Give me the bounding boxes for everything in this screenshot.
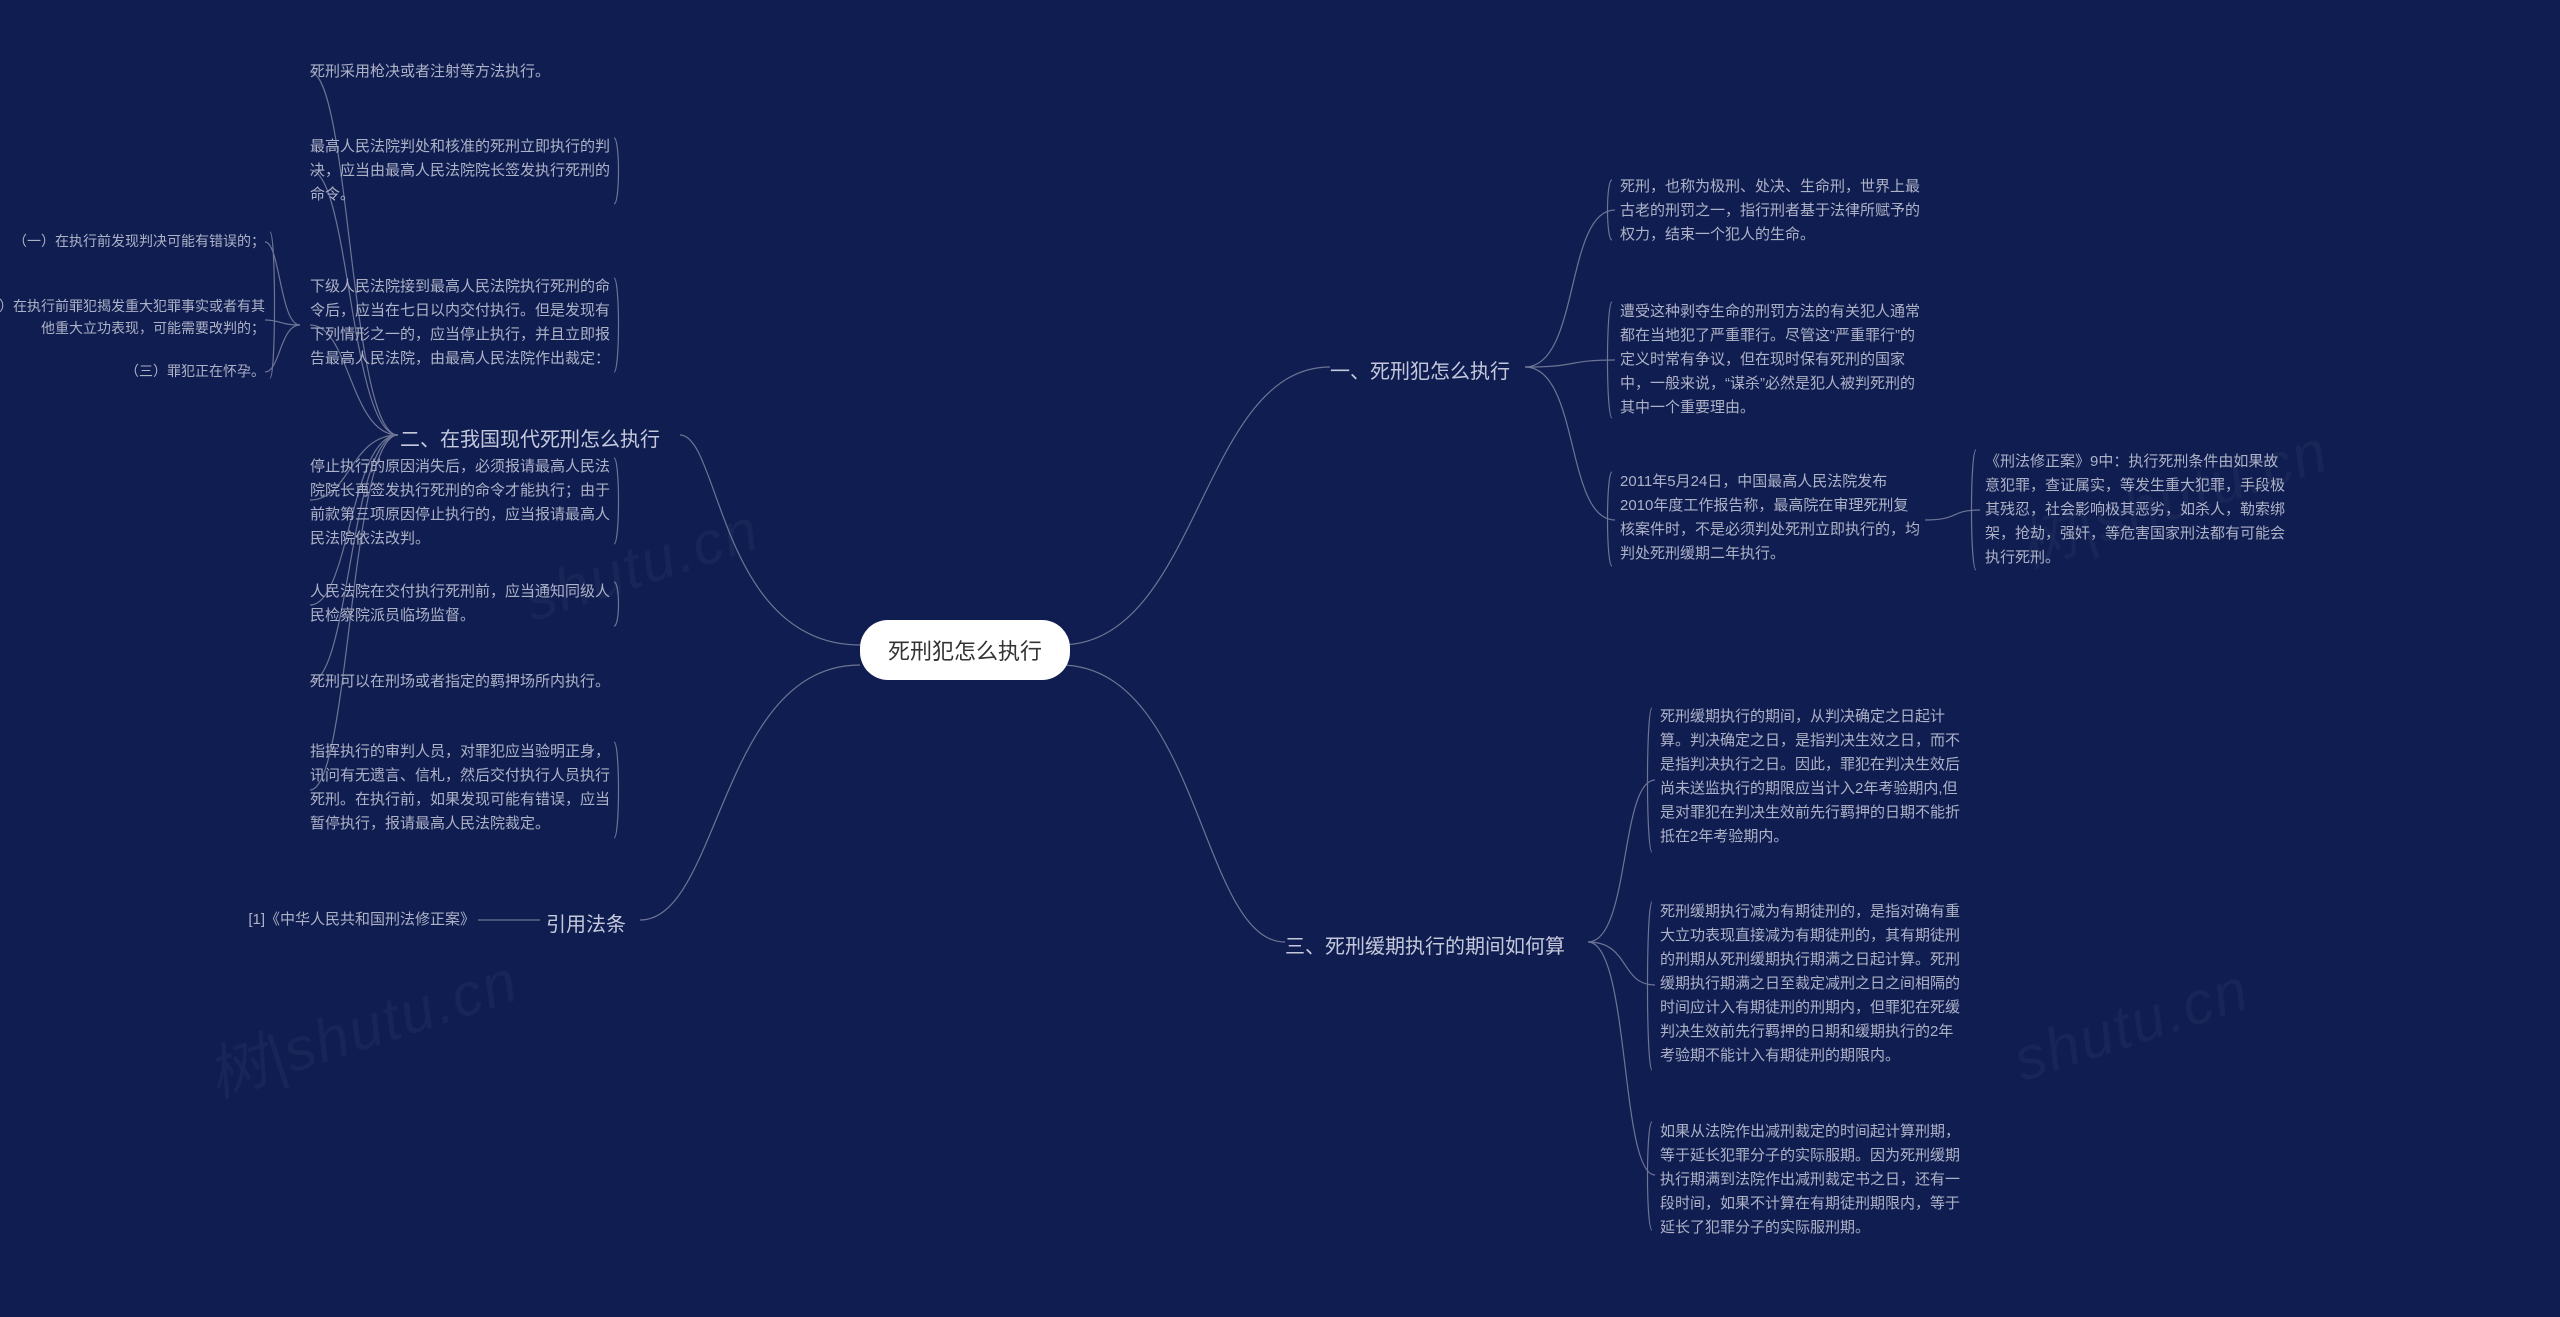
leaf-l1c2: （二）在执行前罪犯揭发重大犯罪事实或者有其他重大立功表现，可能需要改判的； (0, 295, 265, 340)
leaf-l1c: 下级人民法院接到最高人民法院执行死刑的命令后，应当在七日以内交付执行。但是发现有… (310, 275, 610, 371)
branch-l1: 二、在我国现代死刑怎么执行 (400, 423, 660, 452)
leaf-l1f: 死刑可以在刑场或者指定的羁押场所内执行。 (310, 670, 610, 694)
center-node: 死刑犯怎么执行 (860, 620, 1070, 680)
leaf-r1c: 2011年5月24日，中国最高人民法院发布2010年度工作报告称，最高院在审理死… (1620, 470, 1920, 566)
branch-r1: 一、死刑犯怎么执行 (1330, 355, 1510, 384)
leaf-l1g: 指挥执行的审判人员，对罪犯应当验明正身，讯问有无遗言、信札，然后交付执行人员执行… (310, 740, 610, 836)
branch-l2: 引用法条 (546, 908, 626, 937)
leaf-l1a: 死刑采用枪决或者注射等方法执行。 (310, 60, 610, 84)
watermark: 树|shutu.cn (194, 932, 528, 1114)
branch-r2: 三、死刑缓期执行的期间如何算 (1285, 930, 1565, 959)
leaf-l1c3: （三）罪犯正在怀孕。 (0, 360, 265, 382)
leaf-l1b: 最高人民法院判处和核准的死刑立即执行的判决，应当由最高人民法院院长签发执行死刑的… (310, 135, 610, 207)
leaf-l1c1: （一）在执行前发现判决可能有错误的； (0, 230, 265, 252)
leaf-r2c: 如果从法院作出减刑裁定的时间起计算刑期，等于延长犯罪分子的实际服期。因为死刑缓期… (1660, 1120, 1960, 1240)
leaf-r1c1: 《刑法修正案》9中：执行死刑条件由如果故意犯罪，查证属实，等发生重大犯罪，手段极… (1985, 450, 2285, 570)
leaf-l1d: 停止执行的原因消失后，必须报请最高人民法院院长再签发执行死刑的命令才能执行；由于… (310, 455, 610, 551)
leaf-l2a: [1]《中华人民共和国刑法修正案》 (175, 908, 475, 932)
watermark: shutu.cn (2005, 954, 2257, 1095)
leaf-r1a: 死刑，也称为极刑、处决、生命刑，世界上最古老的刑罚之一，指行刑者基于法律所赋予的… (1620, 175, 1920, 247)
leaf-r2b: 死刑缓期执行减为有期徒刑的，是指对确有重大立功表现直接减为有期徒刑的，其有期徒刑… (1660, 900, 1960, 1068)
leaf-l1e: 人民法院在交付执行死刑前，应当通知同级人民检察院派员临场监督。 (310, 580, 610, 628)
leaf-r2a: 死刑缓期执行的期间，从判决确定之日起计算。判决确定之日，是指判决生效之日，而不是… (1660, 705, 1960, 849)
leaf-r1b: 遭受这种剥夺生命的刑罚方法的有关犯人通常都在当地犯了严重罪行。尽管这“严重罪行”… (1620, 300, 1920, 420)
